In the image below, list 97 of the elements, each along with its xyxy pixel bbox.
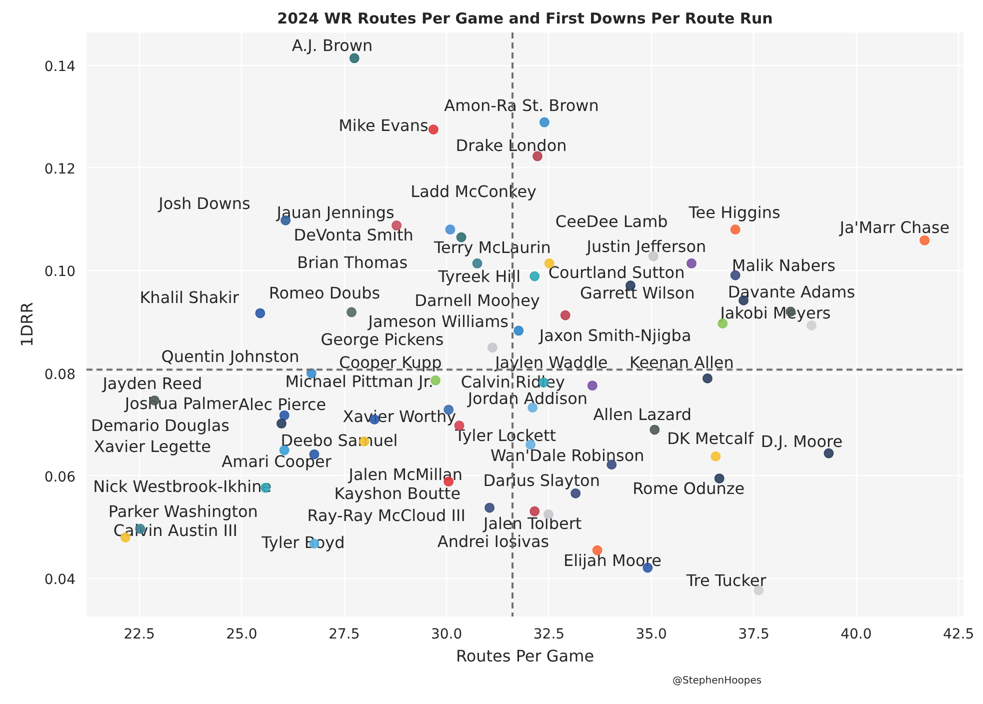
annotation: Tee Higgins (688, 203, 780, 222)
point (824, 448, 834, 458)
x-tick-label: 30.0 (430, 626, 462, 642)
annotation: Brian Thomas (297, 252, 408, 272)
point (484, 502, 495, 513)
annotation: Courtland Sutton (548, 263, 685, 282)
annotation: Garrett Wilson (580, 284, 695, 303)
point (532, 151, 542, 162)
point (710, 451, 721, 462)
annotation: Cooper Kupp (339, 352, 442, 372)
point (539, 117, 550, 128)
annotation: Rome Odunze (632, 479, 745, 498)
annotation: Parker Washington (108, 502, 258, 521)
annotation: Mike Evans (338, 116, 428, 135)
point (530, 506, 540, 516)
point (702, 373, 712, 384)
annotation: Keenan Allen (629, 352, 734, 372)
annotation: Andrei Iosivas (437, 532, 550, 552)
annotation: Darnell Mooney (414, 290, 540, 310)
annotation: Jalen Tolbert (482, 514, 582, 534)
y-tick-label: 0.04 (44, 572, 76, 588)
y-tick-label: 0.12 (44, 161, 76, 178)
point (276, 418, 286, 429)
point (920, 235, 930, 246)
annotation: A.J. Brown (292, 36, 373, 55)
point (560, 310, 570, 320)
x-tick-label: 42.5 (943, 626, 974, 642)
annotation: Joshua Palmer (124, 394, 239, 414)
y-tick-label: 0.10 (44, 264, 76, 280)
point (428, 124, 438, 134)
annotation: Amon-Ra St. Brown (444, 96, 599, 115)
x-tick-label: 32.5 (533, 626, 565, 642)
annotation: Darius Slayton (483, 471, 600, 490)
annotation: Allen Lazard (593, 404, 692, 424)
annotation: Tyler Lockett (454, 426, 556, 445)
point (730, 224, 740, 235)
annotation: Jameson Williams (367, 312, 509, 331)
x-axis-title: Routes Per Game (456, 646, 594, 666)
point (587, 380, 598, 391)
annotation: Tre Tucker (685, 571, 767, 590)
annotation: Jayden Reed (102, 374, 202, 394)
point (514, 326, 524, 336)
x-tick-label: 35.0 (636, 626, 667, 642)
annotation: Ray-Ray McCloud III (307, 506, 466, 525)
text: @StephenHoopes (672, 676, 762, 686)
annotation: Drake London (456, 136, 567, 155)
point (686, 258, 697, 268)
annotation: Malik Nabers (732, 256, 836, 275)
point (472, 258, 482, 268)
annotation: DK Metcalf (667, 428, 754, 448)
annotation: Jaylen Waddle (494, 352, 608, 372)
annotation: Terry McLaurin (432, 238, 551, 258)
annotation: Amari Cooper (222, 452, 332, 472)
point (346, 307, 357, 318)
annotation: Xavier Legette (94, 437, 211, 456)
point (650, 424, 660, 435)
annotation: Davante Adams (728, 282, 856, 302)
annotation: Jaxon Smith-Njigba (538, 326, 692, 345)
point (530, 271, 540, 282)
point (255, 308, 266, 318)
x-tick-label: 27.5 (328, 626, 360, 642)
annotation: Elijah Moore (563, 551, 662, 570)
annotation: Khalil Shakir (140, 288, 240, 307)
y-tick-label: 0.08 (44, 366, 76, 383)
x-tick-label: 40.0 (840, 626, 872, 642)
annotation: Alec Pierce (238, 395, 326, 414)
annotation: Wan'Dale Robinson (490, 446, 644, 465)
annotation: Justin Jefferson (586, 236, 706, 256)
point (445, 224, 456, 235)
annotation: DeVonta Smith (294, 226, 414, 245)
annotation: Jakobi Meyers (719, 304, 831, 323)
annotation: Josh Downs (158, 194, 250, 213)
chart-title: 2024 WR Routes Per Game and First Downs Per Route Run (277, 10, 773, 28)
annotation: D.J. Moore (760, 432, 843, 452)
y-tick-label: 0.06 (44, 469, 76, 486)
annotation: Ja'Marr Chase (838, 218, 950, 238)
annotation: Romeo Doubs (268, 284, 380, 303)
x-tick-label: 22.5 (124, 626, 155, 642)
point (487, 342, 498, 353)
x-tick-label: 25.0 (226, 626, 258, 642)
annotation: CeeDee Lamb (555, 212, 668, 231)
y-tick-label: 0.14 (44, 58, 76, 75)
annotation: Quentin Johnston (161, 346, 300, 366)
annotation: Jalen McMillan (348, 464, 462, 484)
x-tick-label: 37.5 (738, 626, 770, 642)
annotation: Ladd McConkey (410, 182, 537, 202)
point (730, 270, 740, 280)
annotation: Kayshon Boutte (334, 484, 461, 503)
y-axis-title: 1DRR (17, 302, 36, 347)
point (279, 410, 290, 420)
annotation: Tyreek Hill (437, 266, 521, 286)
annotation: Demario Douglas (91, 416, 230, 436)
annotation: Jauan Jennings (276, 203, 394, 222)
annotation: Michael Pittman Jr. (285, 372, 434, 391)
annotation: Xavier Worthy (342, 406, 456, 426)
annotation: George Pickens (320, 330, 444, 349)
point (349, 53, 360, 64)
